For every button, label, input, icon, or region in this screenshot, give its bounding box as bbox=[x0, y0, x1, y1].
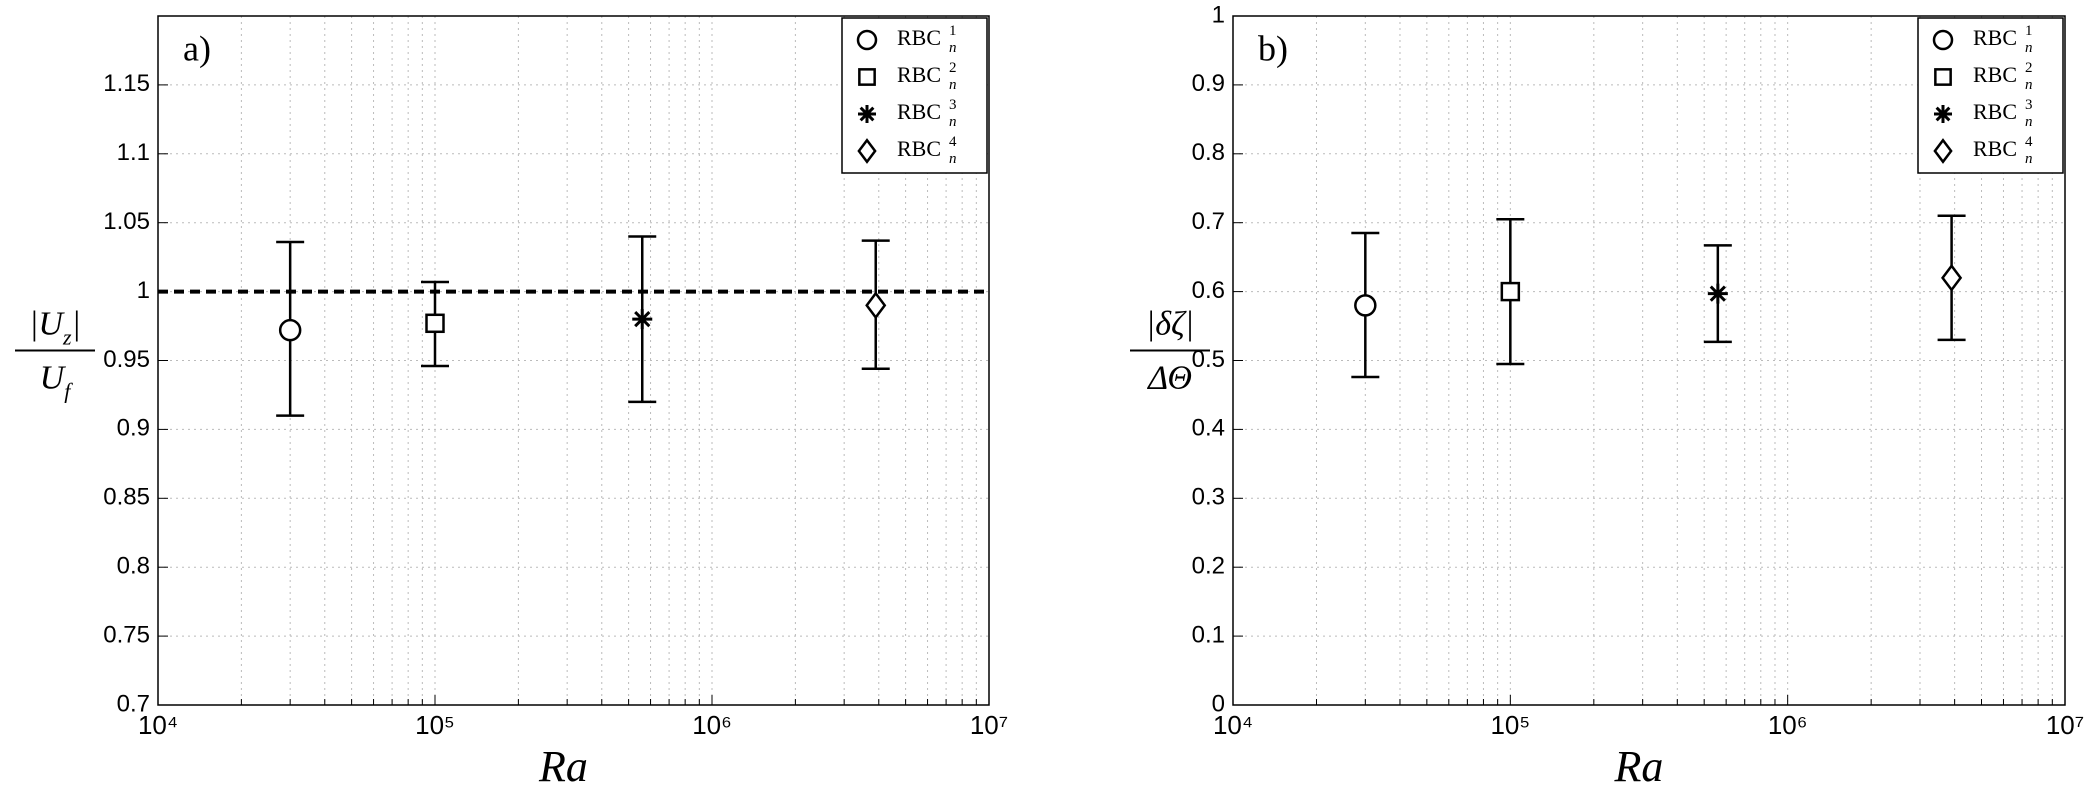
x-axis-label: Ra bbox=[538, 742, 588, 791]
y-axis-label-part: z bbox=[62, 324, 72, 349]
marker bbox=[632, 309, 653, 330]
marker bbox=[278, 318, 302, 342]
y-tick-label: 0.4 bbox=[1192, 415, 1225, 442]
x-tick-label: 10⁴ bbox=[1213, 710, 1253, 740]
y-tick-label: 0.1 bbox=[1192, 621, 1225, 648]
legend-name: RBC bbox=[1973, 25, 2017, 50]
legend-sub: n bbox=[2025, 40, 2033, 56]
legend-label: RBC 2 n bbox=[1973, 60, 2033, 93]
marker bbox=[1932, 29, 1954, 51]
y-axis-label-part: |U bbox=[29, 305, 65, 342]
y-tick-label: 1.1 bbox=[117, 139, 150, 166]
marker bbox=[857, 138, 877, 164]
legend-sub: n bbox=[949, 114, 957, 130]
legend-sup: 1 bbox=[2025, 23, 2033, 39]
legend-sup: 3 bbox=[949, 97, 957, 113]
legend-sub: n bbox=[2025, 151, 2033, 167]
legend-sup: 3 bbox=[2025, 97, 2033, 113]
legend-name: RBC bbox=[1973, 99, 2017, 124]
x-tick-label: 10⁶ bbox=[692, 710, 732, 740]
marker bbox=[1933, 138, 1953, 164]
legend-label: RBC 4 n bbox=[897, 134, 957, 167]
y-tick-label: 0.85 bbox=[103, 484, 150, 511]
marker bbox=[1941, 263, 1963, 292]
plot-frame bbox=[157, 15, 990, 706]
legend-label: RBC 1 n bbox=[1973, 23, 2033, 56]
y-axis-label: Uf bbox=[40, 359, 74, 403]
y-axis-label-part: |δζ| bbox=[1146, 305, 1194, 342]
x-tick-label: 10⁵ bbox=[1490, 710, 1530, 740]
marker bbox=[856, 29, 878, 51]
panel-label: b) bbox=[1258, 28, 1288, 68]
legend-label: RBC 3 n bbox=[1973, 97, 2033, 130]
legend-sub: n bbox=[949, 151, 957, 167]
marker bbox=[425, 313, 445, 334]
x-tick-label: 10⁷ bbox=[970, 710, 1008, 740]
x-tick-label: 10⁵ bbox=[415, 710, 455, 740]
legend-sup: 4 bbox=[2025, 134, 2033, 150]
y-tick-label: 0.8 bbox=[117, 553, 150, 580]
y-axis-label: |Uz| bbox=[29, 305, 81, 349]
legend-sub: n bbox=[2025, 77, 2033, 93]
x-tick-label: 10⁶ bbox=[1768, 710, 1808, 740]
y-tick-label: 0.2 bbox=[1192, 553, 1225, 580]
y-tick-label: 0.9 bbox=[1192, 70, 1225, 97]
y-tick-label: 1.15 bbox=[103, 70, 150, 97]
y-axis-label: ΔΘ bbox=[1146, 359, 1192, 396]
y-axis-label-part: | bbox=[72, 305, 81, 342]
legend-name: RBC bbox=[1973, 62, 2017, 87]
y-tick-label: 1 bbox=[1212, 1, 1225, 28]
y-axis-label: |δζ| bbox=[1146, 305, 1194, 342]
marker bbox=[1707, 283, 1728, 304]
marker bbox=[1934, 105, 1952, 123]
y-tick-label: 1 bbox=[137, 277, 150, 304]
legend-label: RBC 3 n bbox=[897, 97, 957, 130]
legend-sub: n bbox=[949, 77, 957, 93]
y-tick-label: 0.75 bbox=[103, 621, 150, 648]
y-axis-label-part: U bbox=[40, 359, 67, 396]
y-tick-label: 0.7 bbox=[1192, 208, 1225, 235]
legend-sup: 4 bbox=[949, 134, 957, 150]
legend-name: RBC bbox=[1973, 136, 2017, 161]
marker bbox=[865, 291, 887, 320]
y-tick-label: 0.6 bbox=[1192, 277, 1225, 304]
legend-label: RBC 4 n bbox=[1973, 134, 2033, 167]
x-tick-label: 10⁷ bbox=[2046, 710, 2084, 740]
y-tick-label: 0.9 bbox=[117, 415, 150, 442]
y-tick-label: 0.7 bbox=[117, 690, 150, 717]
x-tick-label: 10⁴ bbox=[138, 710, 178, 740]
legend-box bbox=[1917, 17, 2064, 174]
legend-sub: n bbox=[2025, 114, 2033, 130]
plot-frame bbox=[1232, 15, 2066, 706]
legend-label: RBC 2 n bbox=[897, 60, 957, 93]
x-axis-label: Ra bbox=[1614, 742, 1664, 791]
legend-sub: n bbox=[949, 40, 957, 56]
marker bbox=[858, 105, 876, 123]
marker bbox=[858, 68, 876, 86]
legend-name: RBC bbox=[897, 62, 941, 87]
legend-box bbox=[841, 17, 988, 174]
legend-sup: 2 bbox=[2025, 60, 2033, 76]
legend-name: RBC bbox=[897, 136, 941, 161]
legend-sup: 1 bbox=[949, 23, 957, 39]
legend-name: RBC bbox=[897, 99, 941, 124]
y-axis-label-part: f bbox=[64, 378, 73, 403]
marker bbox=[1354, 294, 1377, 317]
y-axis-label-part: ΔΘ bbox=[1146, 359, 1192, 396]
panel-label: a) bbox=[183, 28, 211, 68]
legend-name: RBC bbox=[897, 25, 941, 50]
marker bbox=[1934, 68, 1952, 86]
y-tick-label: 1.05 bbox=[103, 208, 150, 235]
y-tick-label: 0.8 bbox=[1192, 139, 1225, 166]
y-tick-label: 0.95 bbox=[103, 346, 150, 373]
y-tick-label: 0 bbox=[1212, 690, 1225, 717]
legend-sup: 2 bbox=[949, 60, 957, 76]
legend-label: RBC 1 n bbox=[897, 23, 957, 56]
y-tick-label: 0.3 bbox=[1192, 484, 1225, 511]
marker bbox=[1500, 281, 1521, 302]
